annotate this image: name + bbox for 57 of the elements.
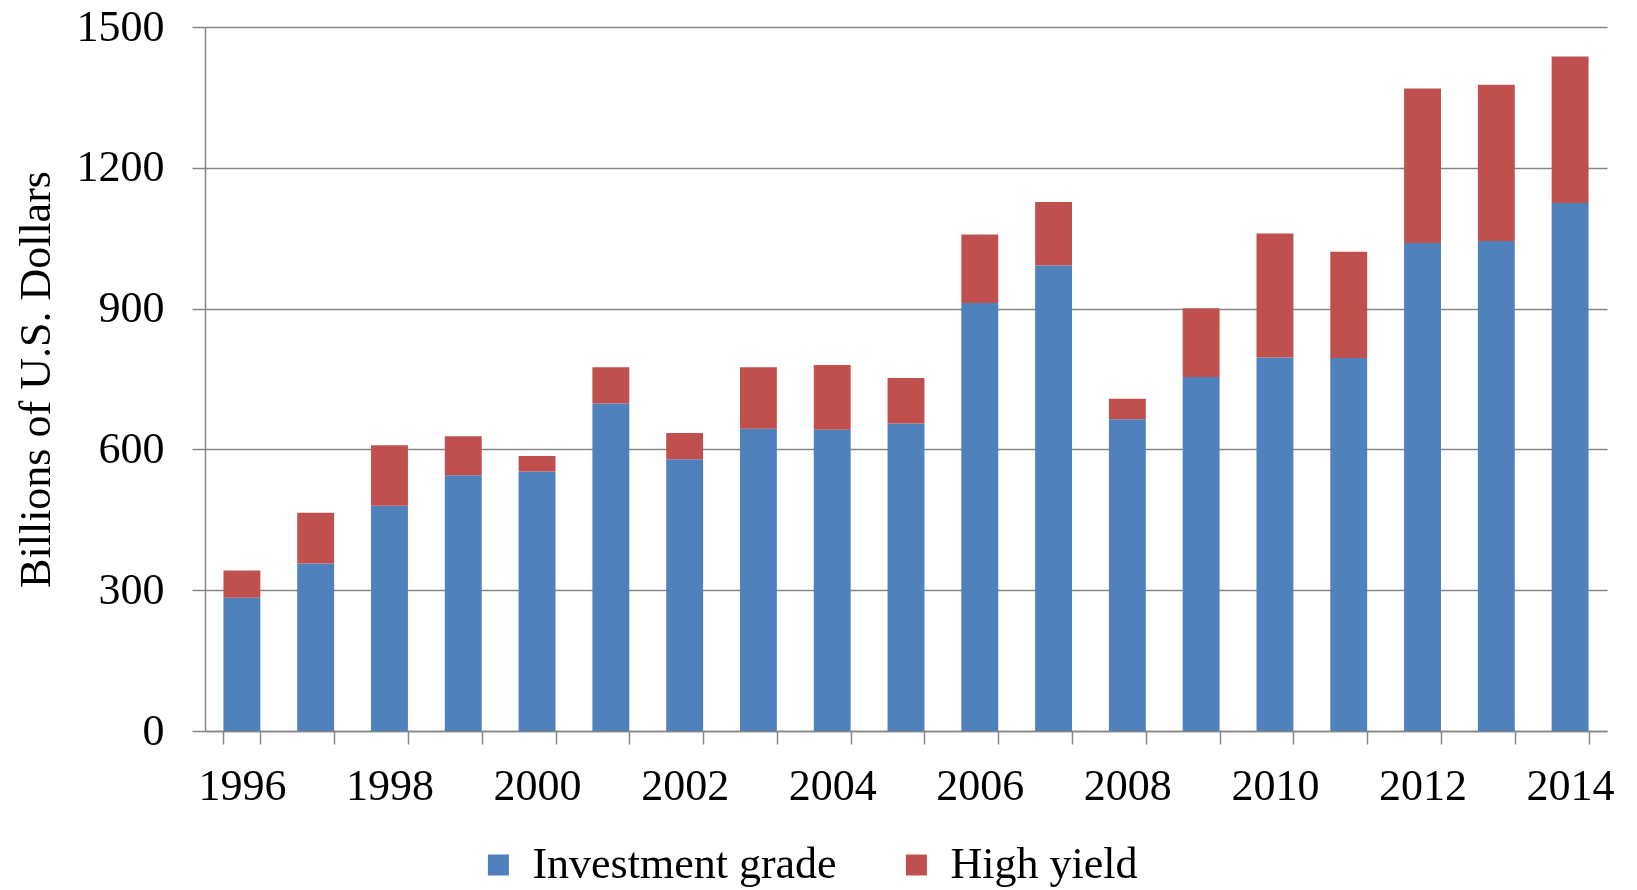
bar xyxy=(1551,203,1589,731)
bar xyxy=(1182,308,1220,378)
x-tick-label: 1996 xyxy=(198,760,287,810)
bar xyxy=(666,432,704,460)
y-tick-label: 900 xyxy=(98,283,165,333)
legend-label: High yield xyxy=(950,839,1138,888)
x-tick-label: 2000 xyxy=(493,760,582,810)
bar xyxy=(739,428,777,731)
y-tick-label: 600 xyxy=(98,423,165,473)
bar xyxy=(666,459,704,731)
x-tick-label: 2004 xyxy=(788,760,877,810)
y-tick-label: 0 xyxy=(142,705,165,755)
bar xyxy=(297,512,335,564)
bar xyxy=(1256,233,1294,358)
bar xyxy=(444,436,482,476)
legend-label: Investment grade xyxy=(532,839,837,888)
bar xyxy=(961,302,999,731)
x-tick-label: 2002 xyxy=(641,760,730,810)
bar xyxy=(813,429,851,731)
bar xyxy=(297,563,335,731)
bar xyxy=(518,455,556,472)
y-tick-label: 300 xyxy=(98,564,165,614)
bar xyxy=(1477,241,1515,731)
bar xyxy=(1108,398,1146,420)
bar xyxy=(887,378,925,424)
y-axis-title: Billions of U.S. Dollars xyxy=(10,171,60,588)
bar xyxy=(1330,357,1368,731)
bar xyxy=(518,471,556,731)
bar xyxy=(1551,56,1589,203)
bar xyxy=(371,505,408,731)
x-tick-label: 2010 xyxy=(1231,760,1320,810)
bar xyxy=(739,367,777,429)
bar xyxy=(592,403,630,731)
y-tick-label: 1500 xyxy=(76,1,165,51)
bar xyxy=(887,423,925,731)
bar xyxy=(1404,88,1441,243)
bar xyxy=(223,570,261,598)
bar xyxy=(371,445,408,506)
x-tick-label: 2008 xyxy=(1083,760,1172,810)
bar xyxy=(1256,357,1294,731)
bar xyxy=(1035,265,1073,731)
x-tick-label: 2006 xyxy=(936,760,1025,810)
bar xyxy=(223,597,261,731)
bar xyxy=(1108,419,1146,731)
x-tick-label: 2012 xyxy=(1379,760,1468,810)
bar xyxy=(961,234,999,303)
bar xyxy=(813,364,851,430)
x-tick-label: 1998 xyxy=(345,760,434,810)
bar xyxy=(1182,377,1220,731)
bar xyxy=(1477,84,1515,242)
bar xyxy=(1404,242,1441,731)
bar xyxy=(1035,202,1073,266)
y-tick-label: 1200 xyxy=(76,142,165,192)
bar xyxy=(444,475,482,731)
x-tick-label: 2014 xyxy=(1526,760,1615,810)
bar xyxy=(592,367,630,404)
bar xyxy=(1330,251,1368,358)
